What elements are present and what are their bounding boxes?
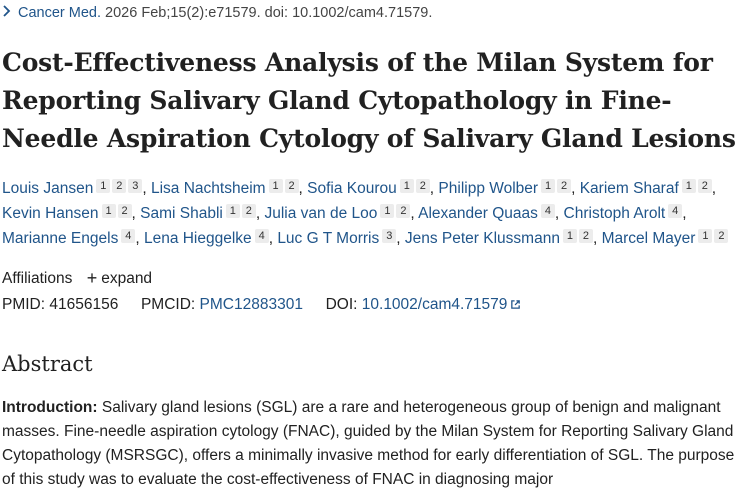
affiliation-ref[interactable]: 4: [540, 204, 555, 218]
pmid-value: 41656156: [49, 296, 119, 313]
affiliation-ref[interactable]: 2: [697, 179, 712, 193]
chevron-right-icon[interactable]: [2, 5, 12, 21]
affiliation-ref[interactable]: 1: [399, 179, 414, 193]
affiliation-ref[interactable]: 2: [117, 204, 132, 218]
affiliation-refs: 4: [540, 204, 555, 218]
affiliation-ref[interactable]: 2: [241, 204, 256, 218]
affiliations-expand-button[interactable]: + expand: [86, 268, 153, 288]
affiliation-ref[interactable]: 2: [557, 179, 572, 193]
author-item: Kariem Sharaf 1 2: [579, 179, 712, 197]
author-item: Christoph Arolt 4: [563, 204, 683, 222]
affiliation-ref[interactable]: 1: [225, 204, 240, 218]
introduction-text: Salivary gland lesions (SGL) are a rare …: [2, 399, 735, 488]
author-item: Lisa Nachtsheim 1 2: [150, 179, 299, 197]
affiliation-ref[interactable]: 1: [698, 229, 713, 243]
author-name-link[interactable]: Kariem Sharaf: [579, 180, 679, 197]
affiliation-ref[interactable]: 2: [112, 179, 127, 193]
affiliation-ref[interactable]: 2: [714, 229, 729, 243]
affiliation-ref[interactable]: 4: [668, 204, 683, 218]
author-name-link[interactable]: Kevin Hansen: [2, 205, 99, 222]
doi-value: 10.1002/cam4.71579: [361, 296, 508, 313]
affiliation-ref[interactable]: 1: [562, 229, 577, 243]
abstract-heading: Abstract: [2, 352, 93, 376]
author-item: Jens Peter Klussmann 1 2: [404, 229, 593, 247]
affiliation-ref[interactable]: 2: [396, 204, 411, 218]
author-item: Philipp Wolber 1 2: [438, 179, 572, 197]
affiliation-ref[interactable]: 2: [415, 179, 430, 193]
affiliation-ref[interactable]: 1: [380, 204, 395, 218]
affiliation-ref[interactable]: 2: [284, 179, 299, 193]
author-name-link[interactable]: Lena Hieggelke: [143, 230, 252, 247]
author-name-link[interactable]: Marcel Mayer: [601, 230, 696, 247]
citation-details: 2026 Feb;15(2):e71579. doi: 10.1002/cam4…: [105, 5, 433, 21]
doi-label: DOI:: [325, 296, 358, 313]
affiliation-refs: 4: [254, 229, 269, 243]
author-name-link[interactable]: Lisa Nachtsheim: [150, 180, 266, 197]
pmcid-label: PMCID:: [140, 296, 196, 313]
author-item: Kevin Hansen 1 2: [2, 204, 132, 222]
author-item: Julia van de Loo 1 2: [264, 204, 411, 222]
affiliations-row: Affiliations + expand: [2, 268, 152, 289]
affiliation-refs: 3: [382, 229, 397, 243]
affiliation-ref[interactable]: 2: [578, 229, 593, 243]
author-name-link[interactable]: Philipp Wolber: [438, 180, 539, 197]
affiliation-ref[interactable]: 1: [681, 179, 696, 193]
author-name-link[interactable]: Sofia Kourou: [307, 180, 397, 197]
author-item: Luc G T Morris 3: [277, 229, 397, 247]
author-item: Marcel Mayer 1 2: [601, 229, 729, 247]
author-item: Alexander Quaas 4: [418, 204, 555, 222]
affiliations-label: Affiliations: [2, 270, 73, 287]
expand-label: expand: [101, 270, 153, 287]
author-item: Lena Hieggelke 4: [143, 229, 269, 247]
affiliation-refs: 4: [668, 204, 683, 218]
journal-link[interactable]: Cancer Med.: [18, 5, 102, 21]
external-link-icon: [511, 300, 521, 309]
introduction-label: Introduction:: [2, 399, 98, 416]
author-item: Marianne Engels 4: [2, 229, 136, 247]
author-item: Louis Jansen 1 2 3: [2, 179, 143, 197]
abstract-text: Introduction: Salivary gland lesions (SG…: [2, 396, 748, 492]
author-list: Louis Jansen 1 2 3, Lisa Nachtsheim 1 2, Sofi…: [2, 176, 750, 251]
citation-line: Cancer Med. 2026 Feb;15(2):e71579. doi: …: [2, 5, 432, 21]
affiliation-ref[interactable]: 1: [268, 179, 283, 193]
doi-link[interactable]: 10.1002/cam4.71579: [362, 296, 522, 313]
author-name-link[interactable]: Luc G T Morris: [277, 230, 380, 247]
affiliation-refs: 4: [121, 229, 136, 243]
author-name-link[interactable]: Marianne Engels: [2, 230, 119, 247]
author-name-link[interactable]: Alexander Quaas: [418, 205, 538, 222]
plus-icon: +: [86, 268, 98, 288]
author-item: Sami Shabli 1 2: [140, 204, 256, 222]
author-name-link[interactable]: Louis Jansen: [2, 180, 94, 197]
author-name-link[interactable]: Julia van de Loo: [264, 205, 378, 222]
affiliation-ref[interactable]: 3: [382, 229, 397, 243]
pmid-label: PMID:: [2, 296, 46, 313]
affiliation-ref[interactable]: 4: [254, 229, 269, 243]
affiliation-ref[interactable]: 1: [541, 179, 556, 193]
article-title: Cost-Effectiveness Analysis of the Milan…: [2, 48, 736, 153]
author-name-link[interactable]: Sami Shabli: [140, 205, 223, 222]
author-name-link[interactable]: Jens Peter Klussmann: [404, 230, 560, 247]
identifiers-row: PMID: 41656156 PMCID: PMC12883301 DOI: 1…: [2, 296, 521, 314]
affiliation-ref[interactable]: 3: [128, 179, 143, 193]
author-name-link[interactable]: Christoph Arolt: [563, 205, 666, 222]
author-item: Sofia Kourou 1 2: [307, 179, 430, 197]
affiliation-ref[interactable]: 1: [101, 204, 116, 218]
affiliation-ref[interactable]: 4: [121, 229, 136, 243]
affiliation-ref[interactable]: 1: [96, 179, 111, 193]
pmcid-link[interactable]: PMC12883301: [199, 296, 303, 313]
